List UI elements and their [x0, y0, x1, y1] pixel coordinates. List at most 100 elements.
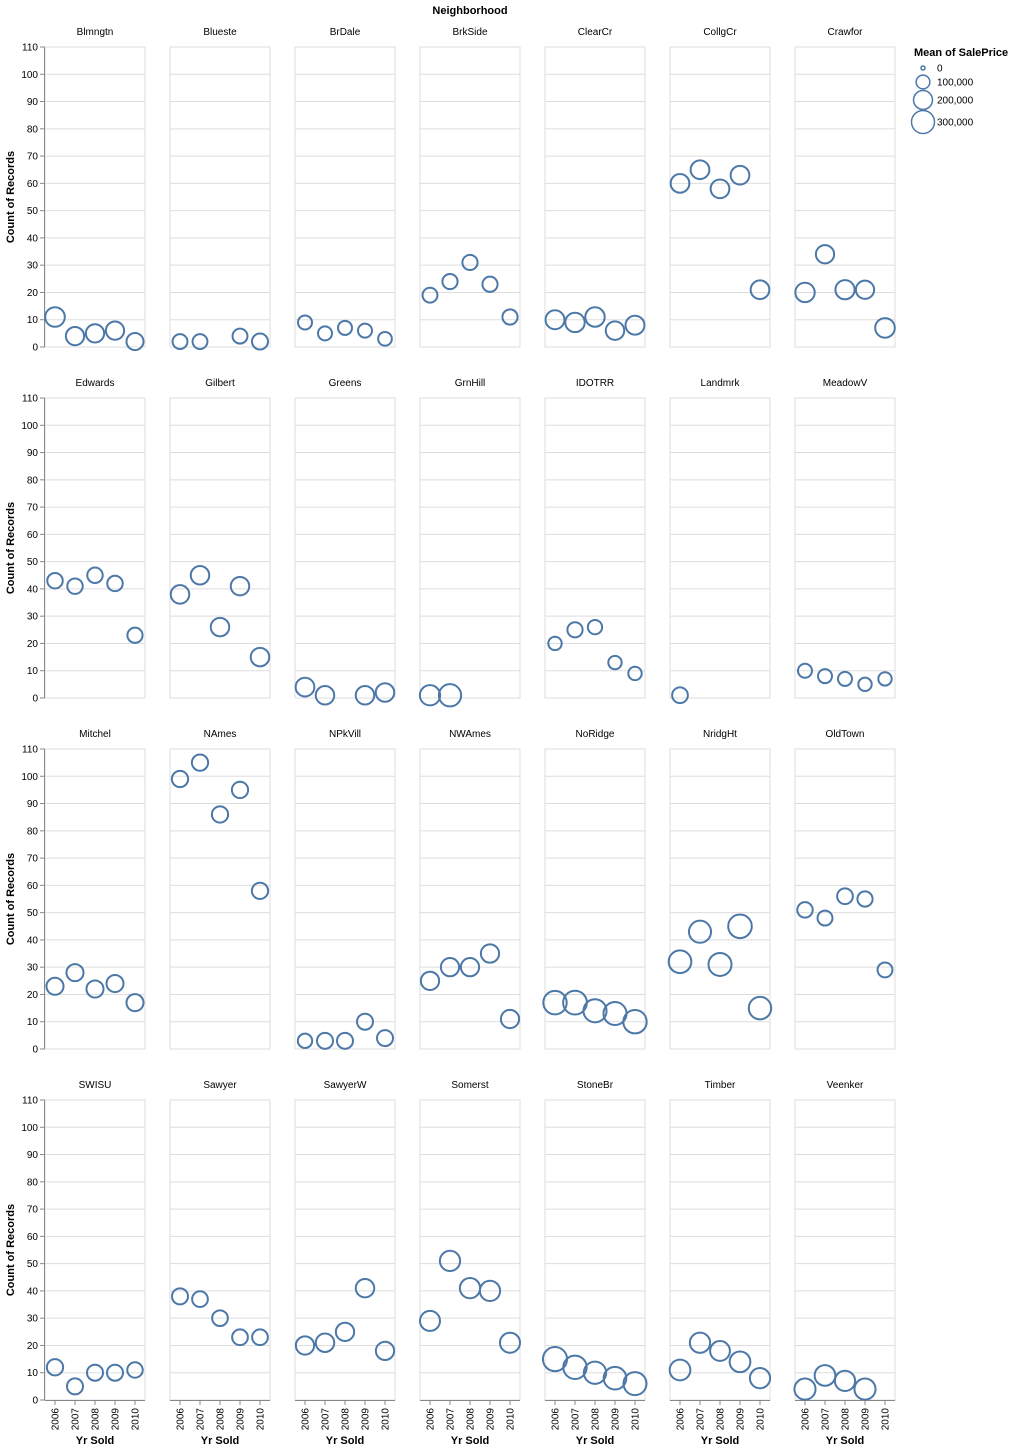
gridlines [295, 46, 395, 348]
y-tick-label: 80 [27, 124, 39, 135]
data-point [813, 1364, 837, 1387]
x-tick-label: 2007 [821, 1408, 832, 1431]
x-tick-label: 2010 [506, 1408, 517, 1431]
panel-Landmrk: Landmrk [669, 378, 771, 705]
data-point [544, 309, 566, 331]
y-tick-label: 80 [27, 475, 39, 486]
data-point [357, 322, 373, 339]
gridlines [170, 397, 270, 699]
y-tick-label: 100 [21, 772, 38, 783]
x-tick-label: 2008 [841, 1408, 852, 1431]
panel-frame [419, 397, 521, 699]
panel-frame [669, 748, 771, 1050]
data-point [478, 1279, 502, 1303]
panel-frame [419, 46, 521, 348]
y-tick-label: 10 [27, 1368, 39, 1379]
x-tick-label: 2009 [861, 1408, 872, 1431]
data-point [669, 173, 691, 194]
panel-title: Blmngtn [77, 27, 114, 38]
x-tick-label: 2010 [381, 1408, 392, 1431]
points [171, 327, 269, 351]
panel-title: NoRidge [576, 729, 615, 740]
panel-title: CollgCr [703, 27, 737, 38]
data-point [687, 919, 713, 944]
gridlines [795, 46, 895, 348]
legend-label: 100,000 [937, 78, 974, 89]
data-point [86, 1363, 104, 1382]
panel-Mitchel: Mitchel 0 10 20 30 40 50 60 70 80 90 100 110 Count of… [5, 729, 146, 1056]
data-point [211, 1309, 229, 1328]
panel-title: NPkVill [329, 729, 361, 740]
gridlines [545, 748, 645, 1050]
points [793, 1364, 877, 1401]
data-point [833, 1369, 857, 1393]
points [419, 943, 521, 1030]
gridlines [170, 748, 270, 1050]
data-point [334, 1321, 356, 1342]
data-point [689, 159, 711, 181]
gridlines [420, 1099, 520, 1401]
data-point [797, 662, 813, 679]
x-axis: 2006 2007 2008 2009 2010 Yr Sold [795, 1400, 895, 1447]
gridlines [45, 397, 145, 699]
data-point [458, 1277, 482, 1300]
panel-Veenker: Veenker 2006 2007 2008 2009 2010 Yr Sold [793, 1080, 896, 1447]
y-tick-label: 70 [27, 503, 39, 514]
points [44, 306, 145, 352]
x-tick-label: 2009 [736, 1408, 747, 1431]
y-tick-label: 40 [27, 233, 39, 244]
x-tick-label: 2010 [631, 1408, 642, 1431]
panel-frame [294, 1099, 396, 1401]
y-axis: 0 10 20 30 40 50 60 70 80 90 100 110 Count of Record… [5, 394, 45, 705]
points [294, 676, 396, 706]
panel-frame [44, 397, 146, 699]
panel-title: BrkSide [452, 27, 487, 38]
panel-title: Gilbert [205, 378, 235, 389]
data-point [622, 1371, 648, 1397]
data-point [316, 1031, 334, 1050]
panel-frame [794, 748, 896, 1050]
points [169, 565, 271, 668]
data-point [125, 332, 145, 352]
data-point [66, 1377, 84, 1396]
panel-SawyerW: SawyerW 2006 2007 2008 2009 2010 Yr Sold [294, 1080, 396, 1447]
panel-OldTown: OldTown [794, 729, 896, 1050]
gridlines [295, 1099, 395, 1401]
data-point [356, 1012, 374, 1031]
x-tick-label: 2007 [571, 1408, 582, 1431]
panel-ClearCr: ClearCr [544, 27, 646, 348]
x-tick-label: 2007 [196, 1408, 207, 1431]
panel-frame [169, 748, 271, 1050]
data-point [707, 951, 733, 977]
panel-frame [169, 1099, 271, 1401]
panel-frame [419, 748, 521, 1050]
data-point [190, 753, 210, 772]
y-axis-title: Count of Records [5, 151, 17, 243]
y-tick-label: 0 [32, 1045, 38, 1056]
y-tick-label: 60 [27, 179, 39, 190]
x-axis: 2006 2007 2008 2009 2010 Yr Sold [170, 1400, 270, 1447]
gridlines [170, 1099, 270, 1401]
data-point [622, 1009, 648, 1035]
panel-title: Timber [705, 1080, 736, 1091]
panel-StoneBr: StoneBr 2006 2007 2008 2009 2010 Yr Sold [541, 1080, 648, 1447]
data-point [627, 665, 643, 682]
data-point [836, 887, 854, 906]
x-axis: 2006 2007 2008 2009 2010 Yr Sold [45, 1400, 145, 1447]
legend-label: 0 [937, 64, 943, 75]
panel-frame [794, 1099, 896, 1401]
y-tick-label: 90 [27, 1150, 39, 1161]
panel-Crawfor: Crawfor [794, 27, 896, 348]
data-point [191, 333, 209, 350]
y-tick-label: 40 [27, 935, 39, 946]
data-point [728, 1350, 752, 1374]
data-point [374, 1340, 396, 1362]
data-point [84, 323, 106, 344]
data-point [854, 279, 876, 300]
panel-frame [544, 1099, 646, 1401]
y-tick-label: 70 [27, 1205, 39, 1216]
x-tick-label: 2006 [801, 1408, 812, 1431]
facet-header-title: Neighborhood [432, 5, 507, 17]
x-axis: 2006 2007 2008 2009 2010 Yr Sold [420, 1400, 520, 1447]
